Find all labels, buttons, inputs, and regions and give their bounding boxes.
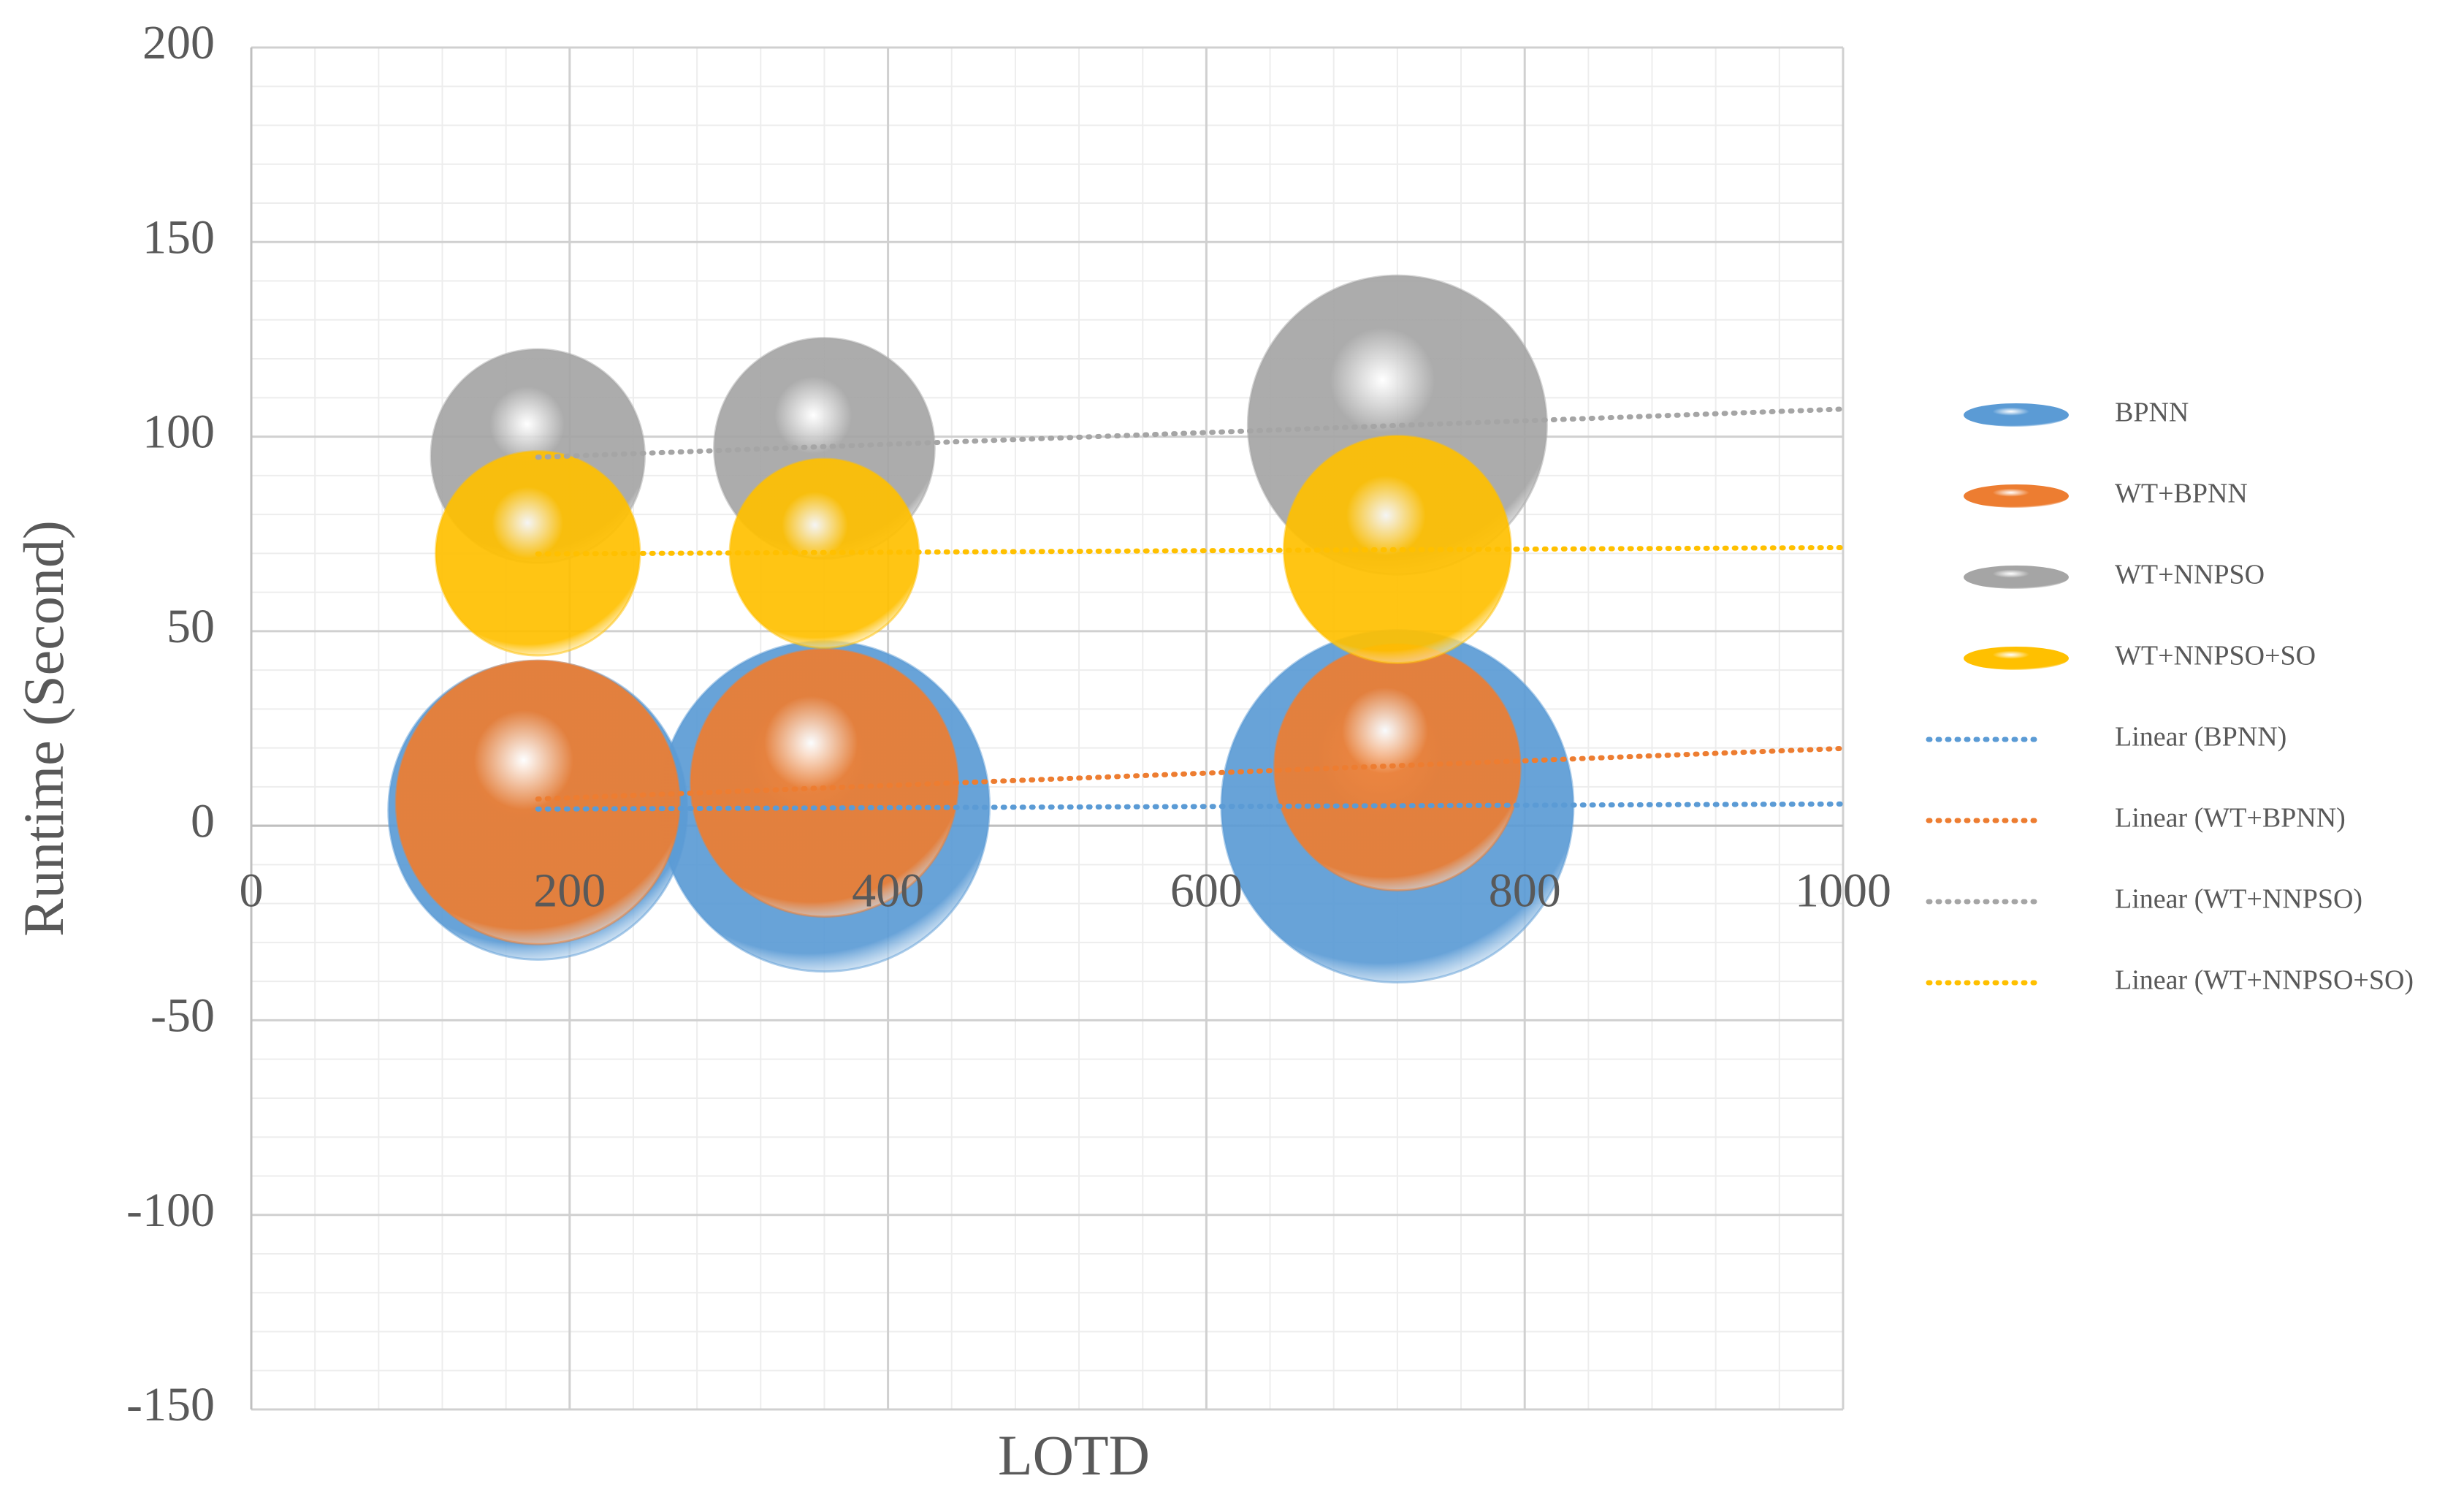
x-tick-label: 0	[240, 864, 264, 917]
legend-marker	[1964, 403, 2069, 427]
legend-marker	[1964, 566, 2069, 589]
y-tick-label: 50	[167, 600, 215, 653]
legend-label: Linear (WT+NNPSO+SO)	[2115, 965, 2414, 996]
y-tick-label: 200	[142, 16, 215, 69]
y-tick-label: 100	[142, 406, 215, 459]
trendline	[535, 801, 1846, 812]
legend-marker	[1964, 647, 2069, 670]
bubble	[394, 659, 681, 945]
trendline	[535, 544, 1846, 557]
y-axis-title: Runtime (Second)	[12, 520, 75, 937]
y-tick-label: 150	[142, 210, 215, 264]
legend-label: Linear (WT+BPNN)	[2115, 803, 2346, 834]
legend-label: WT+BPNN	[2115, 479, 2248, 509]
x-tick-label: 600	[1170, 864, 1243, 917]
legend-label: WT+NNPSO	[2115, 560, 2265, 590]
y-tick-label: -150	[126, 1378, 215, 1431]
x-tick-label: 400	[852, 864, 924, 917]
legend-label: Linear (BPNN)	[2115, 722, 2286, 753]
legend-label: WT+NNPSO+SO	[2115, 641, 2316, 671]
x-tick-label: 800	[1489, 864, 1561, 917]
trendline	[535, 406, 1846, 460]
x-axis-title: LOTD	[998, 1423, 1150, 1487]
legend-marker	[1964, 484, 2069, 508]
legend-label: BPNN	[2115, 397, 2189, 428]
y-tick-label: -50	[150, 989, 215, 1043]
trendline	[535, 745, 1846, 802]
y-tick-label: 0	[191, 794, 215, 848]
bubble	[1282, 435, 1512, 664]
x-tick-label: 200	[533, 864, 606, 917]
y-tick-label: -100	[126, 1184, 215, 1237]
bubble	[1273, 643, 1522, 892]
legend-label: Linear (WT+NNPSO)	[2115, 884, 2362, 915]
x-tick-label: 1000	[1795, 864, 1891, 917]
